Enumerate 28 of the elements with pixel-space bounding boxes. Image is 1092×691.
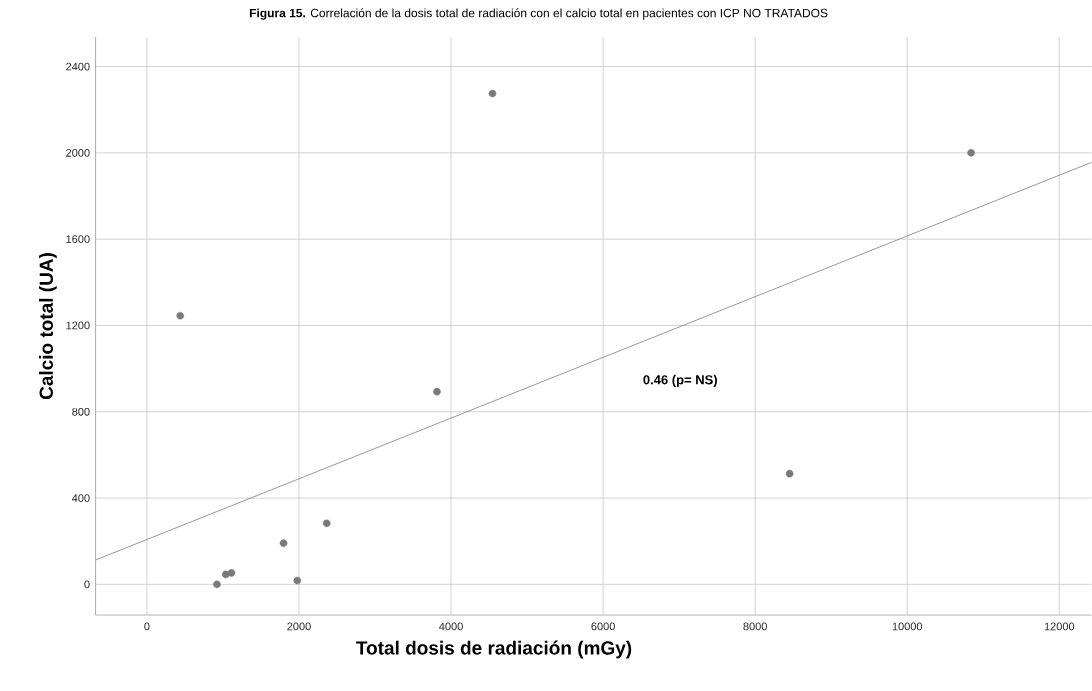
y-tick-label: 400	[71, 494, 90, 502]
point	[213, 580, 221, 589]
y-tick-label: 1200	[66, 321, 90, 330]
point	[293, 576, 302, 585]
x-tick-label: 8000	[743, 622, 767, 631]
annotation: 0.46 (p= NS)	[643, 374, 717, 387]
point	[967, 149, 975, 157]
x-tick-label: 2000	[287, 622, 311, 631]
point	[322, 519, 331, 528]
y-tick-label: 1600	[66, 235, 90, 244]
y-tick-label: 800	[72, 407, 90, 416]
x-tick-label: 4000	[439, 622, 463, 631]
x-tick-label: 10000	[892, 622, 923, 631]
x-tick-label: 6000	[591, 622, 615, 631]
point	[488, 89, 497, 98]
point	[227, 569, 236, 577]
point	[785, 469, 794, 478]
y-tick-label: 2400	[66, 62, 90, 71]
x-axis-title: Total dosis de radiación (mGy)	[356, 640, 632, 659]
x-tick-label: 12000	[1044, 622, 1075, 631]
point	[433, 387, 441, 396]
y-tick-label: 0	[84, 580, 90, 589]
chart-title: Figura 15. Correlación de la dosis total de radiación con el calcio total en pacientes con ICP NO TRATADOS	[249, 8, 828, 20]
point	[279, 539, 288, 547]
y-tick-label: 2000	[66, 148, 90, 157]
y-axis-title: Calcio total (UA)	[39, 253, 57, 400]
x-tick-label: 0	[144, 622, 150, 631]
point	[176, 311, 185, 320]
